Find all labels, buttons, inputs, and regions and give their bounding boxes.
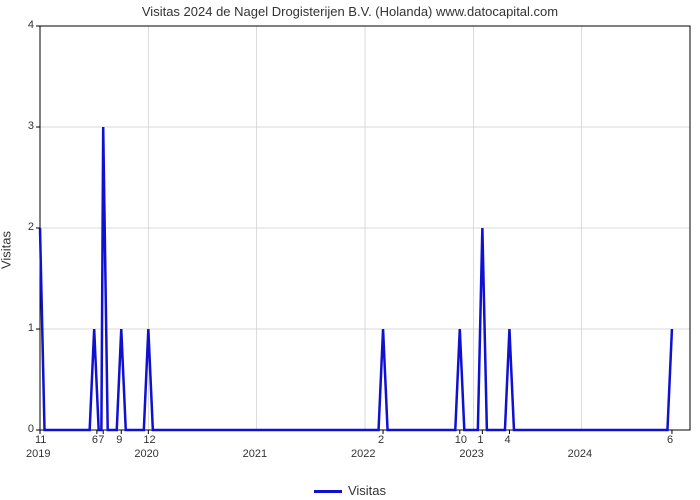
x-year-label: 2023 <box>459 448 483 460</box>
x-minor-tick-label: 2 <box>378 434 384 446</box>
x-minor-tick-label: 6 <box>667 434 673 446</box>
x-year-label: 2021 <box>243 448 267 460</box>
x-year-label: 2019 <box>26 448 50 460</box>
legend: Visitas <box>0 483 700 498</box>
x-minor-tick-label: 1 <box>477 434 483 446</box>
x-minor-tick-label: 10 <box>455 434 467 446</box>
x-year-label: 2024 <box>568 448 592 460</box>
legend-line <box>314 490 342 493</box>
x-minor-tick-label: 9 <box>116 434 122 446</box>
y-tick-label: 0 <box>28 423 34 435</box>
x-minor-tick-label: 4 <box>504 434 510 446</box>
x-year-label: 2022 <box>351 448 375 460</box>
y-tick-label: 2 <box>28 221 34 233</box>
legend-label: Visitas <box>348 483 386 498</box>
chart-container: Visitas 2024 de Nagel Drogisterijen B.V.… <box>0 0 700 500</box>
chart-svg <box>0 0 700 500</box>
y-tick-label: 1 <box>28 322 34 334</box>
x-minor-tick-label: 12 <box>143 434 155 446</box>
x-minor-tick-label: 6 <box>92 434 98 446</box>
x-year-label: 2020 <box>134 448 158 460</box>
x-minor-tick-label: 7 <box>98 434 104 446</box>
y-tick-label: 3 <box>28 120 34 132</box>
x-minor-tick-label: 11 <box>35 434 46 446</box>
y-tick-label: 4 <box>28 19 34 31</box>
